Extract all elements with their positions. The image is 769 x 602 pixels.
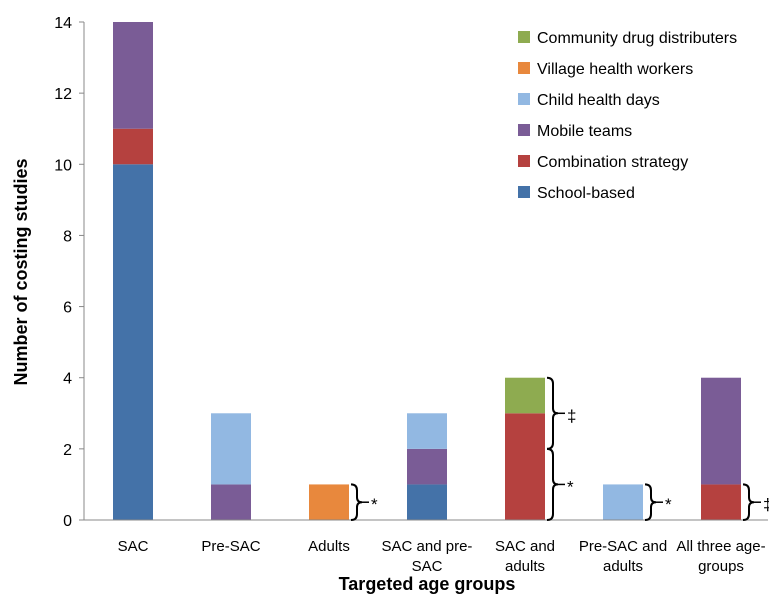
y-tick-label: 2 — [63, 442, 72, 459]
brace-mark — [644, 483, 657, 521]
legend-label: Village health workers — [537, 61, 693, 78]
legend-swatch — [518, 186, 530, 198]
brace-mark — [350, 483, 363, 521]
x-axis-title: Targeted age groups — [339, 574, 516, 594]
brace-mark — [742, 483, 755, 521]
legend-swatch — [518, 93, 530, 105]
bracket-annotations: * * ‡ * ‡ — [350, 376, 769, 521]
annotation-symbol: * — [371, 495, 378, 514]
bar-segment — [113, 128, 153, 165]
legend: Community drug distributers Village healt… — [518, 30, 737, 202]
legend-label: School-based — [537, 185, 635, 202]
y-tick-label: 12 — [54, 86, 72, 103]
x-tick-label: adults — [505, 558, 545, 575]
x-tick-label: SAC and — [495, 538, 555, 555]
x-tick-label: All three age- — [676, 538, 765, 555]
x-tick-label: Adults — [308, 538, 350, 555]
y-tick-label: 6 — [63, 300, 72, 317]
legend-swatch — [518, 124, 530, 136]
x-tick-label: SAC — [118, 538, 149, 555]
bar-segment — [211, 413, 251, 485]
bar-segment — [407, 484, 447, 520]
y-axis-title: Number of costing studies — [11, 158, 31, 385]
y-tick-label: 4 — [63, 371, 72, 388]
bar-segment — [309, 484, 349, 520]
x-tick-label: adults — [603, 558, 643, 575]
legend-label: Child health days — [537, 92, 660, 109]
bar-segment — [407, 413, 447, 449]
x-tick-label: SAC — [412, 558, 443, 575]
y-tick-label: 0 — [63, 513, 72, 530]
x-tick-label: Pre-SAC — [201, 538, 260, 555]
bars-layer — [113, 22, 741, 521]
bar-segment — [113, 164, 153, 521]
y-ticks: 0 2 4 6 8 10 12 14 — [54, 15, 84, 530]
brace-mark — [546, 376, 559, 450]
legend-swatch — [518, 62, 530, 74]
legend-label: Community drug distributers — [537, 30, 737, 47]
x-tick-label: SAC and pre- — [382, 538, 473, 555]
x-tick-labels: SAC Pre-SAC Adults SAC and pre- SAC SAC and ad… — [118, 538, 766, 575]
legend-label: Combination strategy — [537, 154, 688, 171]
bar-segment — [113, 22, 153, 129]
annotation-symbol: * — [567, 477, 574, 496]
y-tick-label: 8 — [63, 228, 72, 245]
annotation-symbol: * — [665, 495, 672, 514]
bar-segment — [505, 413, 545, 520]
annotation-symbol: ‡ — [567, 406, 576, 425]
y-tick-label: 14 — [54, 15, 72, 32]
bar-segment — [211, 484, 251, 520]
brace-mark — [546, 447, 559, 521]
bar-segment — [701, 377, 741, 485]
x-tick-label: groups — [698, 558, 744, 575]
y-tick-label: 10 — [54, 157, 72, 174]
legend-swatch — [518, 31, 530, 43]
legend-swatch — [518, 155, 530, 167]
annotation-symbol: ‡ — [763, 495, 769, 514]
bar-segment — [505, 377, 545, 414]
axes-layer — [83, 22, 768, 521]
bar-segment — [407, 448, 447, 485]
x-tick-label: Pre-SAC and — [579, 538, 667, 555]
legend-label: Mobile teams — [537, 123, 632, 140]
bar-segment — [701, 484, 741, 520]
bar-segment — [603, 484, 643, 520]
